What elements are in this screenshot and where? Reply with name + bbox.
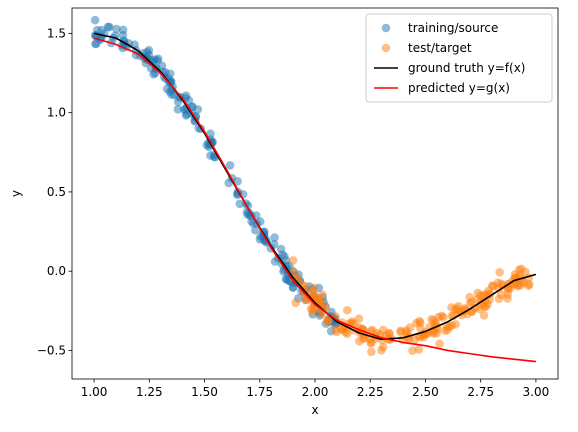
y-axis-ticks: −0.5 0.0 0.5 1.0 1.5 [37,26,72,357]
scatter-point [206,129,215,139]
y-tick-label: −0.5 [37,343,66,357]
scatter-point [465,292,474,302]
scatter-point [308,307,317,316]
scatter-point [427,315,436,324]
scatter-point [367,347,376,357]
y-tick-label: 1.5 [47,26,66,40]
scatter-point [323,316,333,325]
scatter-point [118,25,128,35]
scatter-point [401,328,411,337]
scatter-point [179,105,189,114]
scatter-point [414,345,424,354]
lines-layer [93,32,537,363]
scatter-point [498,281,508,290]
legend-label: training/source [408,21,498,35]
scatter-point [112,24,121,34]
scatter-point [378,342,388,352]
scatter-point [342,329,352,338]
scatter-point [524,281,533,291]
scatter-point [297,280,307,290]
scatter-point [173,105,183,114]
scatter-point [408,346,417,355]
scatter-point [206,151,215,160]
scatter-point [343,305,352,315]
scatter-point [451,320,460,329]
scatter-point [435,339,444,348]
x-tick-label: 2.75 [467,385,494,399]
scatter-point [332,327,341,337]
y-tick-label: 0.0 [47,264,66,278]
scatter-point [225,161,235,170]
scatter-point [153,54,163,63]
scatter-point [162,84,172,94]
scatter-point [516,264,526,274]
scatter-point [309,283,319,293]
scatter-point [496,290,506,299]
scatter-point [510,269,520,279]
scatter-point [378,325,388,335]
x-tick-label: 1.00 [81,385,108,399]
scatter-point [484,286,493,296]
scatter-point [495,267,504,277]
scatter-point [475,304,484,314]
scatter-point [165,77,175,86]
legend-label: ground truth y=f(x) [408,61,526,75]
x-tick-label: 2.00 [302,385,329,399]
y-axis-label: y [9,190,23,197]
scatter-point [92,39,101,48]
legend-label: predicted y=g(x) [408,81,510,95]
x-tick-label: 1.75 [246,385,273,399]
scatter-point [479,310,489,320]
scatter-point [447,303,456,312]
x-axis-ticks: 1.00 1.25 1.50 1.75 2.00 2.25 2.50 2.75 3.00 [81,379,550,399]
legend-marker [381,43,391,53]
scatter-point [347,317,357,326]
legend-marker [381,23,391,33]
scatter-point [193,105,203,114]
scatter-point [97,25,107,35]
y-tick-label: 1.0 [47,106,66,120]
scatter-point [251,225,260,235]
scatter-point [270,233,279,242]
x-tick-label: 2.25 [357,385,384,399]
x-axis-label: x [311,403,318,417]
series-line [93,37,536,363]
x-tick-label: 1.25 [136,385,163,399]
scatter-point [434,312,443,322]
scatter-point [442,322,452,331]
scatter-point [90,15,100,25]
y-tick-label: 0.5 [47,185,66,199]
x-tick-label: 2.50 [412,385,439,399]
scatter-point [415,318,425,328]
legend-label: test/target [408,41,472,55]
scatter-point [281,274,291,284]
scatter-point [503,294,512,303]
scatter-point [144,45,154,55]
scatter-point [281,256,291,265]
scatter-point [483,299,492,309]
x-tick-label: 3.00 [523,385,550,399]
scatter-point [291,298,300,308]
scatter-point [367,325,377,335]
legend: training/source test/target ground truth y… [365,13,553,103]
scatter-point [465,299,475,308]
legend-box [365,13,553,103]
scatter-point [105,22,114,32]
scatter-point [235,199,245,209]
scatter-point [288,256,298,265]
x-tick-label: 1.50 [191,385,218,399]
